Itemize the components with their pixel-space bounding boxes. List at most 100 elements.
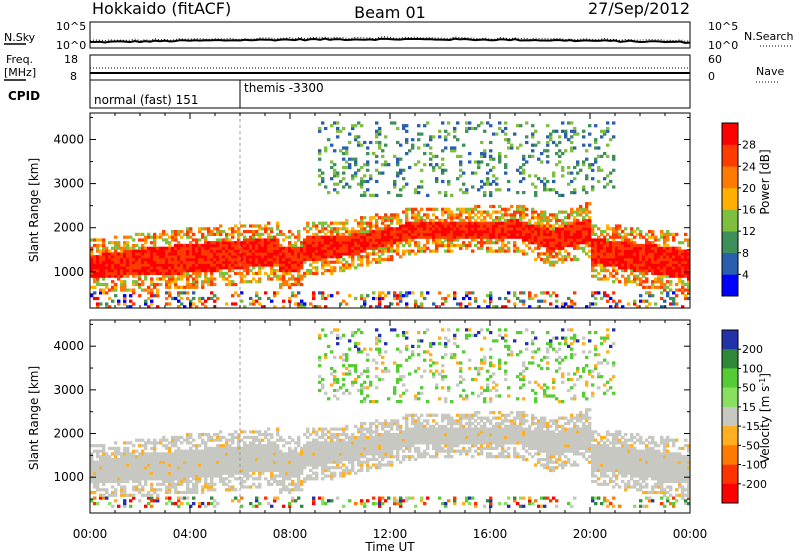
power-cell <box>462 207 466 211</box>
power-cell <box>543 291 547 295</box>
velocity-cell <box>141 463 145 467</box>
power-cell <box>459 188 463 192</box>
power-cell <box>390 243 394 248</box>
velocity-cell <box>219 479 223 484</box>
power-cell <box>384 216 388 220</box>
power-cell <box>483 235 487 239</box>
power-cell <box>408 227 412 231</box>
power-cell <box>255 230 259 234</box>
velocity-cell <box>240 466 244 470</box>
velocity-cell <box>138 452 142 456</box>
power-cell <box>555 191 559 195</box>
power-cell <box>531 135 535 139</box>
power-cell <box>567 182 571 186</box>
velocity-cell <box>234 449 238 453</box>
velocity-cell <box>300 488 304 492</box>
power-cell <box>441 121 445 125</box>
velocity-cell <box>177 438 181 442</box>
power-cell <box>432 241 436 245</box>
power-cell <box>636 282 640 287</box>
power-cell <box>483 210 487 214</box>
power-cell <box>249 235 253 239</box>
power-cell <box>168 252 172 256</box>
velocity-cell <box>201 449 205 453</box>
power-cell <box>507 246 511 250</box>
power-cell <box>618 257 622 262</box>
power-cell <box>255 255 259 259</box>
power-cell <box>426 121 430 125</box>
power-cell <box>429 146 433 150</box>
power-cell <box>489 154 493 158</box>
power-cell <box>570 135 574 139</box>
power-cell <box>507 249 511 253</box>
colorbar-swatch <box>722 123 738 145</box>
power-cell <box>459 221 463 225</box>
colorbar-swatch <box>722 209 738 232</box>
power-cell <box>663 274 667 278</box>
power-cell <box>393 185 397 189</box>
power-cell <box>480 246 484 250</box>
power-cell <box>363 296 367 301</box>
power-cell <box>396 171 400 175</box>
velocity-cell <box>264 496 268 500</box>
power-cell <box>408 232 412 236</box>
power-cell <box>396 126 400 131</box>
velocity-cell <box>246 455 250 459</box>
power-cell <box>624 252 628 256</box>
power-cell <box>255 224 259 228</box>
power-cell <box>459 213 463 217</box>
velocity-cell <box>192 466 196 470</box>
power-cell <box>534 216 538 220</box>
power-cell <box>636 274 640 278</box>
power-cell <box>438 129 442 133</box>
power-cell <box>534 294 538 298</box>
velocity-cell <box>225 460 229 464</box>
velocity-cell <box>171 441 175 445</box>
power-cell <box>501 241 505 245</box>
power-cell <box>210 241 214 245</box>
power-cell <box>165 271 169 275</box>
power-cell <box>279 274 283 278</box>
velocity-cell <box>291 466 295 470</box>
power-cell <box>465 221 469 225</box>
power-cell <box>588 238 592 242</box>
power-cell <box>585 241 589 245</box>
power-cell <box>471 126 475 131</box>
velocity-cell <box>285 452 289 456</box>
velocity-cell <box>141 474 145 478</box>
power-cell <box>405 182 409 186</box>
velocity-cell <box>111 460 115 464</box>
power-cell <box>432 302 436 306</box>
y-tick-label: 4000 <box>53 132 84 146</box>
velocity-cell <box>93 496 97 500</box>
power-cell <box>582 249 586 253</box>
velocity-cell <box>210 471 214 475</box>
velocity-cell <box>192 502 196 506</box>
power-cell <box>198 266 202 270</box>
power-cell <box>93 260 97 264</box>
power-cell <box>660 255 664 259</box>
power-cell <box>165 269 169 273</box>
power-cell <box>480 185 484 189</box>
power-cell <box>507 235 511 239</box>
power-cell <box>678 271 682 275</box>
power-cell <box>396 174 400 178</box>
power-cell <box>303 238 307 242</box>
velocity-cell <box>165 460 169 464</box>
velocity-cell <box>210 463 214 467</box>
power-cell <box>351 227 355 231</box>
power-cell <box>657 243 661 248</box>
velocity-cell <box>126 477 130 481</box>
power-cell <box>270 249 274 253</box>
power-cell <box>642 249 646 253</box>
power-cell <box>210 282 214 287</box>
power-cell <box>231 241 235 245</box>
power-cell <box>681 274 685 278</box>
velocity-cell <box>183 449 187 453</box>
power-cell <box>381 296 385 301</box>
power-cell <box>444 193 448 197</box>
power-cell <box>420 224 424 228</box>
power-cell <box>345 218 349 223</box>
power-cell <box>609 235 613 239</box>
power-cell <box>138 249 142 253</box>
